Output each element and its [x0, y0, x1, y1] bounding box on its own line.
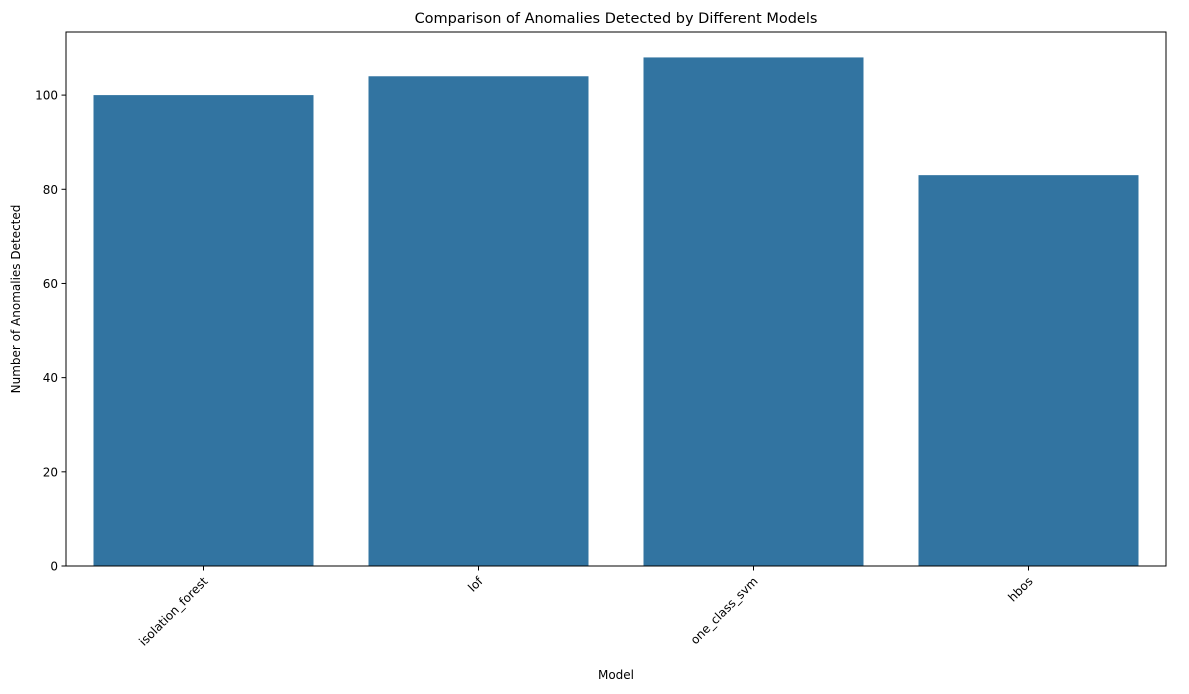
bar-isolation_forest [93, 95, 314, 567]
bars-group [93, 57, 1139, 567]
y-tick-label: 80 [43, 183, 58, 197]
plot-frame [65, 31, 1167, 567]
y-tick-label: 40 [43, 371, 58, 385]
bar-hbos [918, 175, 1139, 566]
x-tick-label: lof [465, 574, 486, 595]
y-tick-label: 60 [43, 277, 58, 291]
x-tick-label: one_class_svm [688, 574, 761, 647]
y-axis-ticks: 0 20 40 60 80 100 [35, 89, 66, 574]
y-tick-label: 0 [50, 560, 58, 574]
x-tick-label: hbos [1005, 574, 1035, 604]
x-tick-label: isolation_forest [136, 574, 211, 649]
x-axis-ticks: isolation_forest lof one_class_svm hbos [136, 566, 1036, 649]
chart-title: Comparison of Anomalies Detected by Diff… [415, 11, 818, 27]
y-tick-label: 20 [43, 465, 58, 479]
bar-lof [368, 76, 589, 566]
bar-one_class_svm [643, 57, 864, 567]
y-axis-label: Number of Anomalies Detected [9, 205, 23, 394]
y-tick-label: 100 [35, 89, 58, 103]
x-axis-label: Model [598, 668, 634, 682]
